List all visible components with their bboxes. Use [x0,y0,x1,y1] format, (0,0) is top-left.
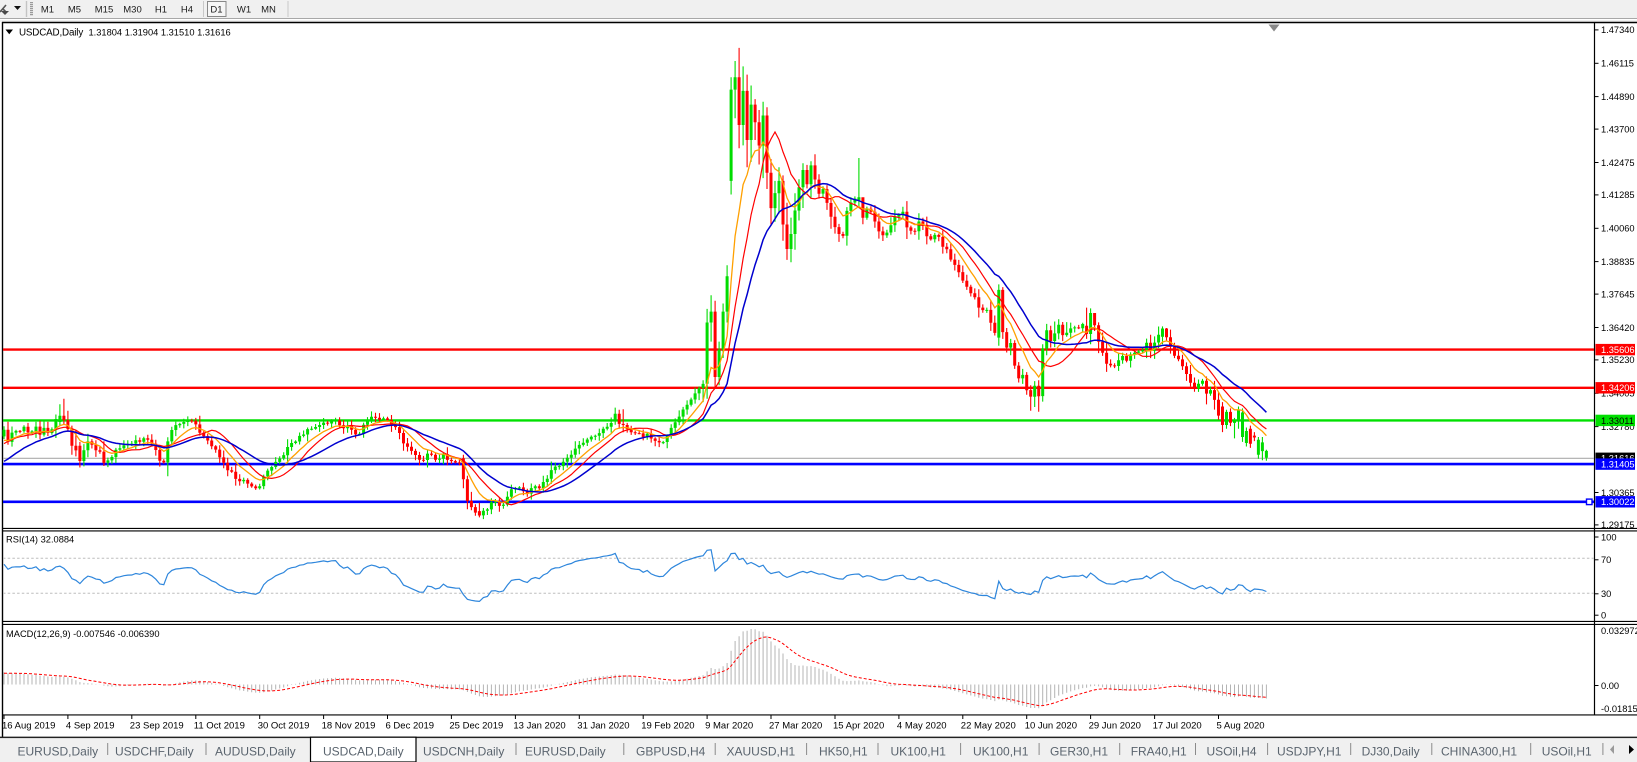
svg-text:1.30365: 1.30365 [1601,488,1635,498]
svg-text:0: 0 [1601,611,1606,621]
svg-text:EURUSD,Daily: EURUSD,Daily [525,745,606,759]
svg-text:9 Mar 2020: 9 Mar 2020 [705,721,753,732]
svg-text:USOil,H1: USOil,H1 [1542,745,1592,759]
svg-text:USDJPY,H1: USDJPY,H1 [1277,745,1342,759]
svg-text:HK50,H1: HK50,H1 [819,745,868,759]
svg-text:AUDUSD,Daily: AUDUSD,Daily [215,745,296,759]
svg-text:5 Aug 2020: 5 Aug 2020 [1217,721,1265,732]
svg-text:FRA40,H1: FRA40,H1 [1131,745,1187,759]
svg-text:1.33011: 1.33011 [1601,416,1634,426]
svg-text:GER30,H1: GER30,H1 [1050,745,1108,759]
svg-text:USDCHF,Daily: USDCHF,Daily [115,745,194,759]
svg-text:M15: M15 [95,5,113,16]
svg-text:MACD(12,26,9) -0.007546 -0.006: MACD(12,26,9) -0.007546 -0.006390 [6,629,160,639]
svg-text:1.47340: 1.47340 [1601,25,1635,35]
svg-text:22 May 2020: 22 May 2020 [961,721,1016,732]
svg-text:30 Oct 2019: 30 Oct 2019 [258,721,310,732]
svg-text:1.37645: 1.37645 [1601,289,1635,299]
svg-text:1.42475: 1.42475 [1601,158,1635,168]
svg-text:0.00: 0.00 [1601,681,1619,691]
svg-text:1.30022: 1.30022 [1601,497,1635,507]
svg-text:1.44890: 1.44890 [1601,92,1635,102]
svg-text:6 Dec 2019: 6 Dec 2019 [386,721,435,732]
svg-text:31 Jan 2020: 31 Jan 2020 [577,721,629,732]
svg-text:DJ30,Daily: DJ30,Daily [1362,745,1420,759]
svg-text:4 May 2020: 4 May 2020 [897,721,947,732]
svg-text:1.40060: 1.40060 [1601,224,1635,234]
svg-text:0.032972: 0.032972 [1601,626,1637,636]
svg-text:USDCAD,Daily: USDCAD,Daily [323,745,404,759]
svg-text:4 Sep 2019: 4 Sep 2019 [66,721,115,732]
svg-text:1.36420: 1.36420 [1601,323,1635,333]
svg-text:23 Sep 2019: 23 Sep 2019 [130,721,184,732]
svg-text:1.35230: 1.35230 [1601,355,1635,365]
svg-text:11 Oct 2019: 11 Oct 2019 [194,721,245,732]
svg-text:1.34206: 1.34206 [1601,383,1635,393]
svg-text:H1: H1 [155,5,167,16]
svg-text:MN: MN [261,5,276,16]
svg-text:1.43700: 1.43700 [1601,124,1635,134]
svg-text:M5: M5 [68,5,81,16]
svg-text:13 Jan 2020: 13 Jan 2020 [513,721,565,732]
svg-text:D1: D1 [210,5,222,16]
svg-text:1.32780: 1.32780 [1601,422,1635,432]
svg-text:H4: H4 [181,5,193,16]
svg-text:1.38835: 1.38835 [1601,257,1635,267]
svg-text:XAUUSD,H1: XAUUSD,H1 [727,745,796,759]
svg-text:USDCNH,Daily: USDCNH,Daily [423,745,504,759]
svg-text:USOil,H4: USOil,H4 [1207,745,1257,759]
svg-text:CHINA300,H1: CHINA300,H1 [1441,745,1517,759]
svg-text:1.34005: 1.34005 [1601,389,1635,399]
svg-text:19 Feb 2020: 19 Feb 2020 [641,721,694,732]
svg-text:1.41285: 1.41285 [1601,190,1635,200]
svg-text:18 Nov 2019: 18 Nov 2019 [322,721,376,732]
svg-text:USDCAD,Daily: USDCAD,Daily [19,28,83,39]
svg-text:W1: W1 [237,5,251,16]
svg-text:1.35606: 1.35606 [1601,345,1635,355]
svg-text:27 Mar 2020: 27 Mar 2020 [769,721,822,732]
svg-text:UK100,H1: UK100,H1 [973,745,1029,759]
svg-text:GBPUSD,H4: GBPUSD,H4 [636,745,706,759]
svg-text:1.29175: 1.29175 [1601,520,1635,530]
svg-text:EURUSD,Daily: EURUSD,Daily [18,745,99,759]
svg-text:1.31804 1.31904 1.31510 1.3161: 1.31804 1.31904 1.31510 1.31616 [89,28,231,38]
svg-text:30: 30 [1601,589,1611,599]
svg-text:1.46115: 1.46115 [1601,59,1634,69]
svg-text:17 Jul 2020: 17 Jul 2020 [1153,721,1202,732]
svg-text:RSI(14) 32.0884: RSI(14) 32.0884 [6,535,74,545]
svg-text:1.31405: 1.31405 [1601,460,1635,470]
svg-text:70: 70 [1601,555,1611,565]
svg-text:25 Dec 2019: 25 Dec 2019 [449,721,503,732]
svg-text:10 Jun 2020: 10 Jun 2020 [1025,721,1077,732]
svg-text:29 Jun 2020: 29 Jun 2020 [1089,721,1141,732]
svg-text:15 Apr 2020: 15 Apr 2020 [833,721,884,732]
svg-text:-0.018154: -0.018154 [1601,704,1637,714]
svg-text:100: 100 [1601,532,1617,542]
svg-text:UK100,H1: UK100,H1 [891,745,947,759]
svg-text:M1: M1 [41,5,54,16]
svg-text:M30: M30 [123,5,141,16]
svg-text:16 Aug 2019: 16 Aug 2019 [2,721,55,732]
